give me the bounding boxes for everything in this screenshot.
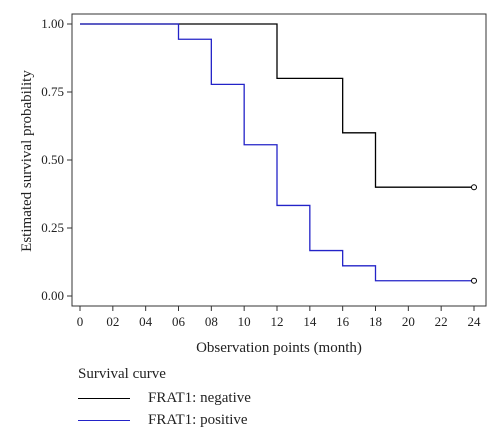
legend-title: Survival curve — [78, 366, 166, 382]
y-tick-label: 0.25 — [41, 220, 64, 235]
x-tick-label: 12 — [271, 314, 284, 329]
x-axis-ticks: 0 02 04 06 08 10 12 14 16 18 20 22 24 — [77, 306, 481, 329]
x-tick-label: 0 — [77, 314, 84, 329]
censor-marker — [471, 184, 477, 191]
y-axis-title: Estimated survival probability — [19, 70, 35, 252]
x-tick-label: 22 — [435, 314, 448, 329]
x-tick-label: 16 — [336, 314, 350, 329]
y-tick-label: 0.50 — [41, 152, 64, 167]
x-tick-label: 06 — [172, 314, 186, 329]
censor-marker — [471, 277, 477, 284]
legend-label-negative: FRAT1: negative — [148, 389, 251, 406]
series-line-negative — [80, 23, 474, 188]
y-axis-ticks: 0.00 0.25 0.50 0.75 1.00 — [41, 16, 72, 303]
x-tick-label: 04 — [139, 314, 153, 329]
y-tick-label: 0.00 — [41, 288, 64, 303]
x-tick-label: 02 — [106, 314, 119, 329]
plot-frame — [71, 13, 487, 307]
legend-label-positive: FRAT1: positive — [148, 411, 248, 428]
series-line-positive — [80, 23, 474, 282]
x-axis-title: Observation points (month) — [196, 340, 362, 356]
y-tick-label: 0.75 — [41, 84, 64, 99]
survival-chart: 0.00 0.25 0.50 0.75 1.00 0 02 04 06 08 10 12 14 16 18… — [19, 13, 487, 356]
x-tick-label: 14 — [303, 314, 317, 329]
legend-swatch-negative — [78, 397, 130, 399]
x-tick-label: 08 — [205, 314, 218, 329]
x-tick-label: 20 — [402, 314, 415, 329]
legend: Survival curve FRAT1: negative FRAT1: po… — [78, 366, 251, 431]
y-tick-label: 1.00 — [41, 16, 64, 31]
x-tick-label: 10 — [238, 314, 251, 329]
legend-item-positive: FRAT1: positive — [78, 409, 251, 431]
x-tick-label: 24 — [468, 314, 482, 329]
legend-item-negative: FRAT1: negative — [78, 387, 251, 409]
x-tick-label: 18 — [369, 314, 382, 329]
legend-swatch-positive — [78, 419, 130, 421]
series-layer — [80, 23, 477, 284]
